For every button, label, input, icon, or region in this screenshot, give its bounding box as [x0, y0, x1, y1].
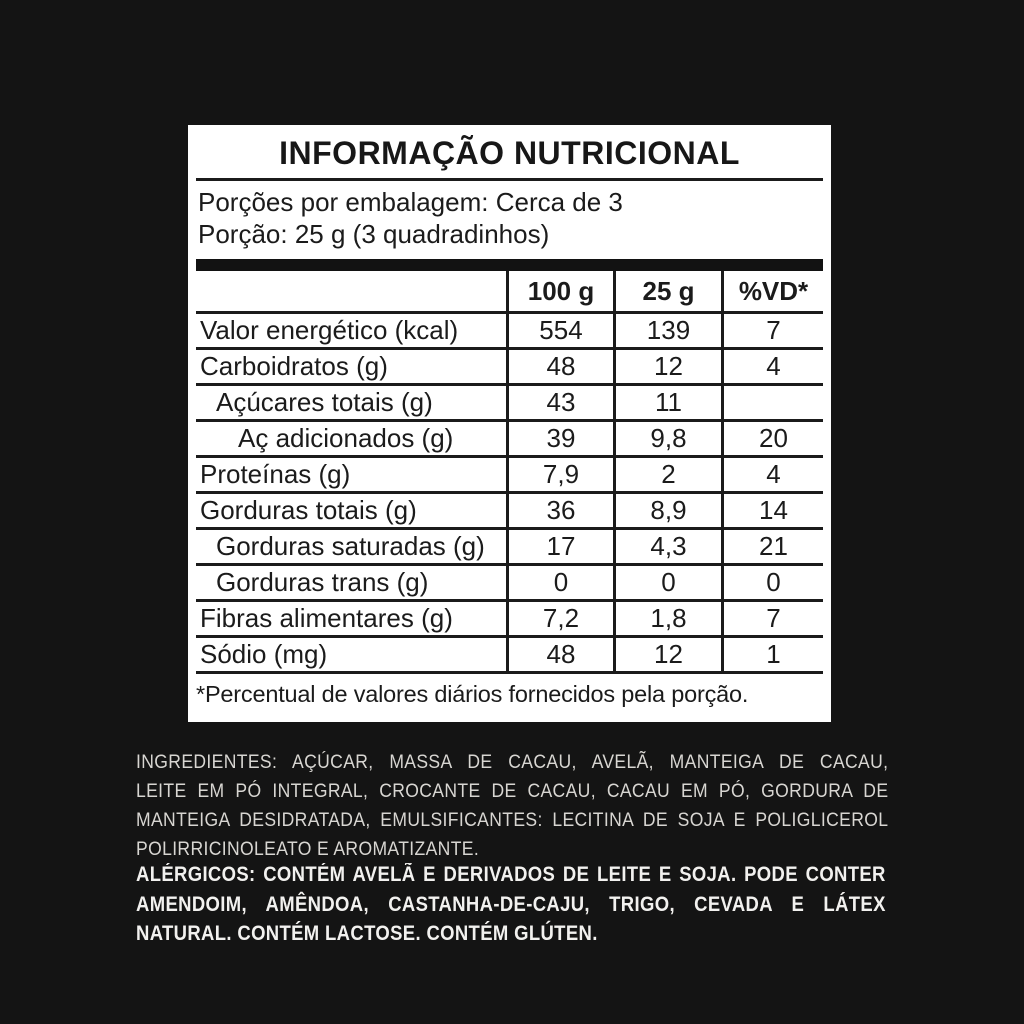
nutrition-facts-panel: INFORMAÇÃO NUTRICIONAL Porções por embal… — [188, 125, 831, 722]
value-per-25g: 9,8 — [613, 419, 721, 455]
nutrient-name: Sódio (mg) — [196, 635, 506, 671]
text-line: NATURAL. CONTÉM LACTOSE. CONTÉM GLÚTEN. — [136, 922, 598, 945]
serving-size: Porção: 25 g (3 quadradinhos) — [198, 219, 550, 249]
value-per-100g: 7,9 — [506, 455, 613, 491]
value-per-25g: 2 — [613, 455, 721, 491]
panel-title: INFORMAÇÃO NUTRICIONAL — [279, 135, 740, 171]
value-percent-vd: 0 — [721, 563, 823, 599]
value-per-25g: 11 — [613, 383, 721, 419]
allergens-text: ALÉRGICOS: CONTÉM AVELÃ E DERIVADOS DE L… — [136, 860, 886, 949]
text-line: MANTEIGA DESIDRATADA, EMULSIFICANTES: LE… — [136, 809, 889, 831]
nutrient-name: Gorduras trans (g) — [196, 563, 506, 599]
value-per-25g: 12 — [613, 347, 721, 383]
value-percent-vd: 21 — [721, 527, 823, 563]
text-line: POLIRRICINOLEATO E AROMATIZANTE. — [136, 838, 480, 860]
value-per-25g: 0 — [613, 563, 721, 599]
value-percent-vd: 4 — [721, 347, 823, 383]
value-percent-vd: 4 — [721, 455, 823, 491]
text-line: AMENDOIM, AMÊNDOA, CASTANHA-DE-CAJU, TRI… — [136, 892, 886, 916]
nutrient-name: Fibras alimentares (g) — [196, 599, 506, 635]
text-line: LEITE EM PÓ INTEGRAL, CROCANTE DE CACAU,… — [136, 780, 889, 802]
value-per-100g: 554 — [506, 311, 613, 347]
value-per-25g: 8,9 — [613, 491, 721, 527]
nutrient-name: Carboidratos (g) — [196, 347, 506, 383]
value-percent-vd: 7 — [721, 311, 823, 347]
column-header: 100 g — [506, 271, 613, 311]
value-per-100g: 17 — [506, 527, 613, 563]
servings-per-package: Porções por embalagem: Cerca de 3 — [198, 187, 623, 217]
thick-divider — [196, 259, 823, 271]
daily-value-footnote: *Percentual de valores diários fornecido… — [196, 681, 749, 707]
text-line: INGREDIENTES: AÇÚCAR, MASSA DE CACAU, AV… — [136, 751, 889, 773]
title-divider — [196, 178, 823, 181]
footnote-section: *Percentual de valores diários fornecido… — [196, 671, 823, 708]
nutrient-name: Proteínas (g) — [196, 455, 506, 491]
value-percent-vd — [721, 383, 823, 419]
text-line: ALÉRGICOS: CONTÉM AVELÃ E DERIVADOS DE L… — [136, 863, 886, 886]
value-per-25g: 1,8 — [613, 599, 721, 635]
nutrient-name: Gorduras saturadas (g) — [196, 527, 506, 563]
value-per-25g: 4,3 — [613, 527, 721, 563]
column-header: %VD* — [721, 271, 823, 311]
value-per-100g: 48 — [506, 635, 613, 671]
nutrient-name: Açúcares totais (g) — [196, 383, 506, 419]
value-per-100g: 48 — [506, 347, 613, 383]
column-header — [196, 271, 506, 311]
value-percent-vd: 7 — [721, 599, 823, 635]
value-percent-vd: 14 — [721, 491, 823, 527]
ingredients-text: INGREDIENTES: AÇÚCAR, MASSA DE CACAU, AV… — [136, 748, 888, 864]
value-per-100g: 39 — [506, 419, 613, 455]
nutrition-table: 100 g 25 g %VD* Valor energético (kcal) 554 1… — [196, 271, 823, 671]
column-header: 25 g — [613, 271, 721, 311]
nutrient-name: Valor energético (kcal) — [196, 311, 506, 347]
value-percent-vd: 1 — [721, 635, 823, 671]
value-per-25g: 139 — [613, 311, 721, 347]
value-per-25g: 12 — [613, 635, 721, 671]
value-per-100g: 7,2 — [506, 599, 613, 635]
nutrient-name: Gorduras totais (g) — [196, 491, 506, 527]
serving-info: Porções por embalagem: Cerca de 3 Porção… — [196, 181, 823, 254]
nutrient-name: Aç adicionados (g) — [196, 419, 506, 455]
value-percent-vd: 20 — [721, 419, 823, 455]
value-per-100g: 36 — [506, 491, 613, 527]
value-per-100g: 0 — [506, 563, 613, 599]
value-per-100g: 43 — [506, 383, 613, 419]
